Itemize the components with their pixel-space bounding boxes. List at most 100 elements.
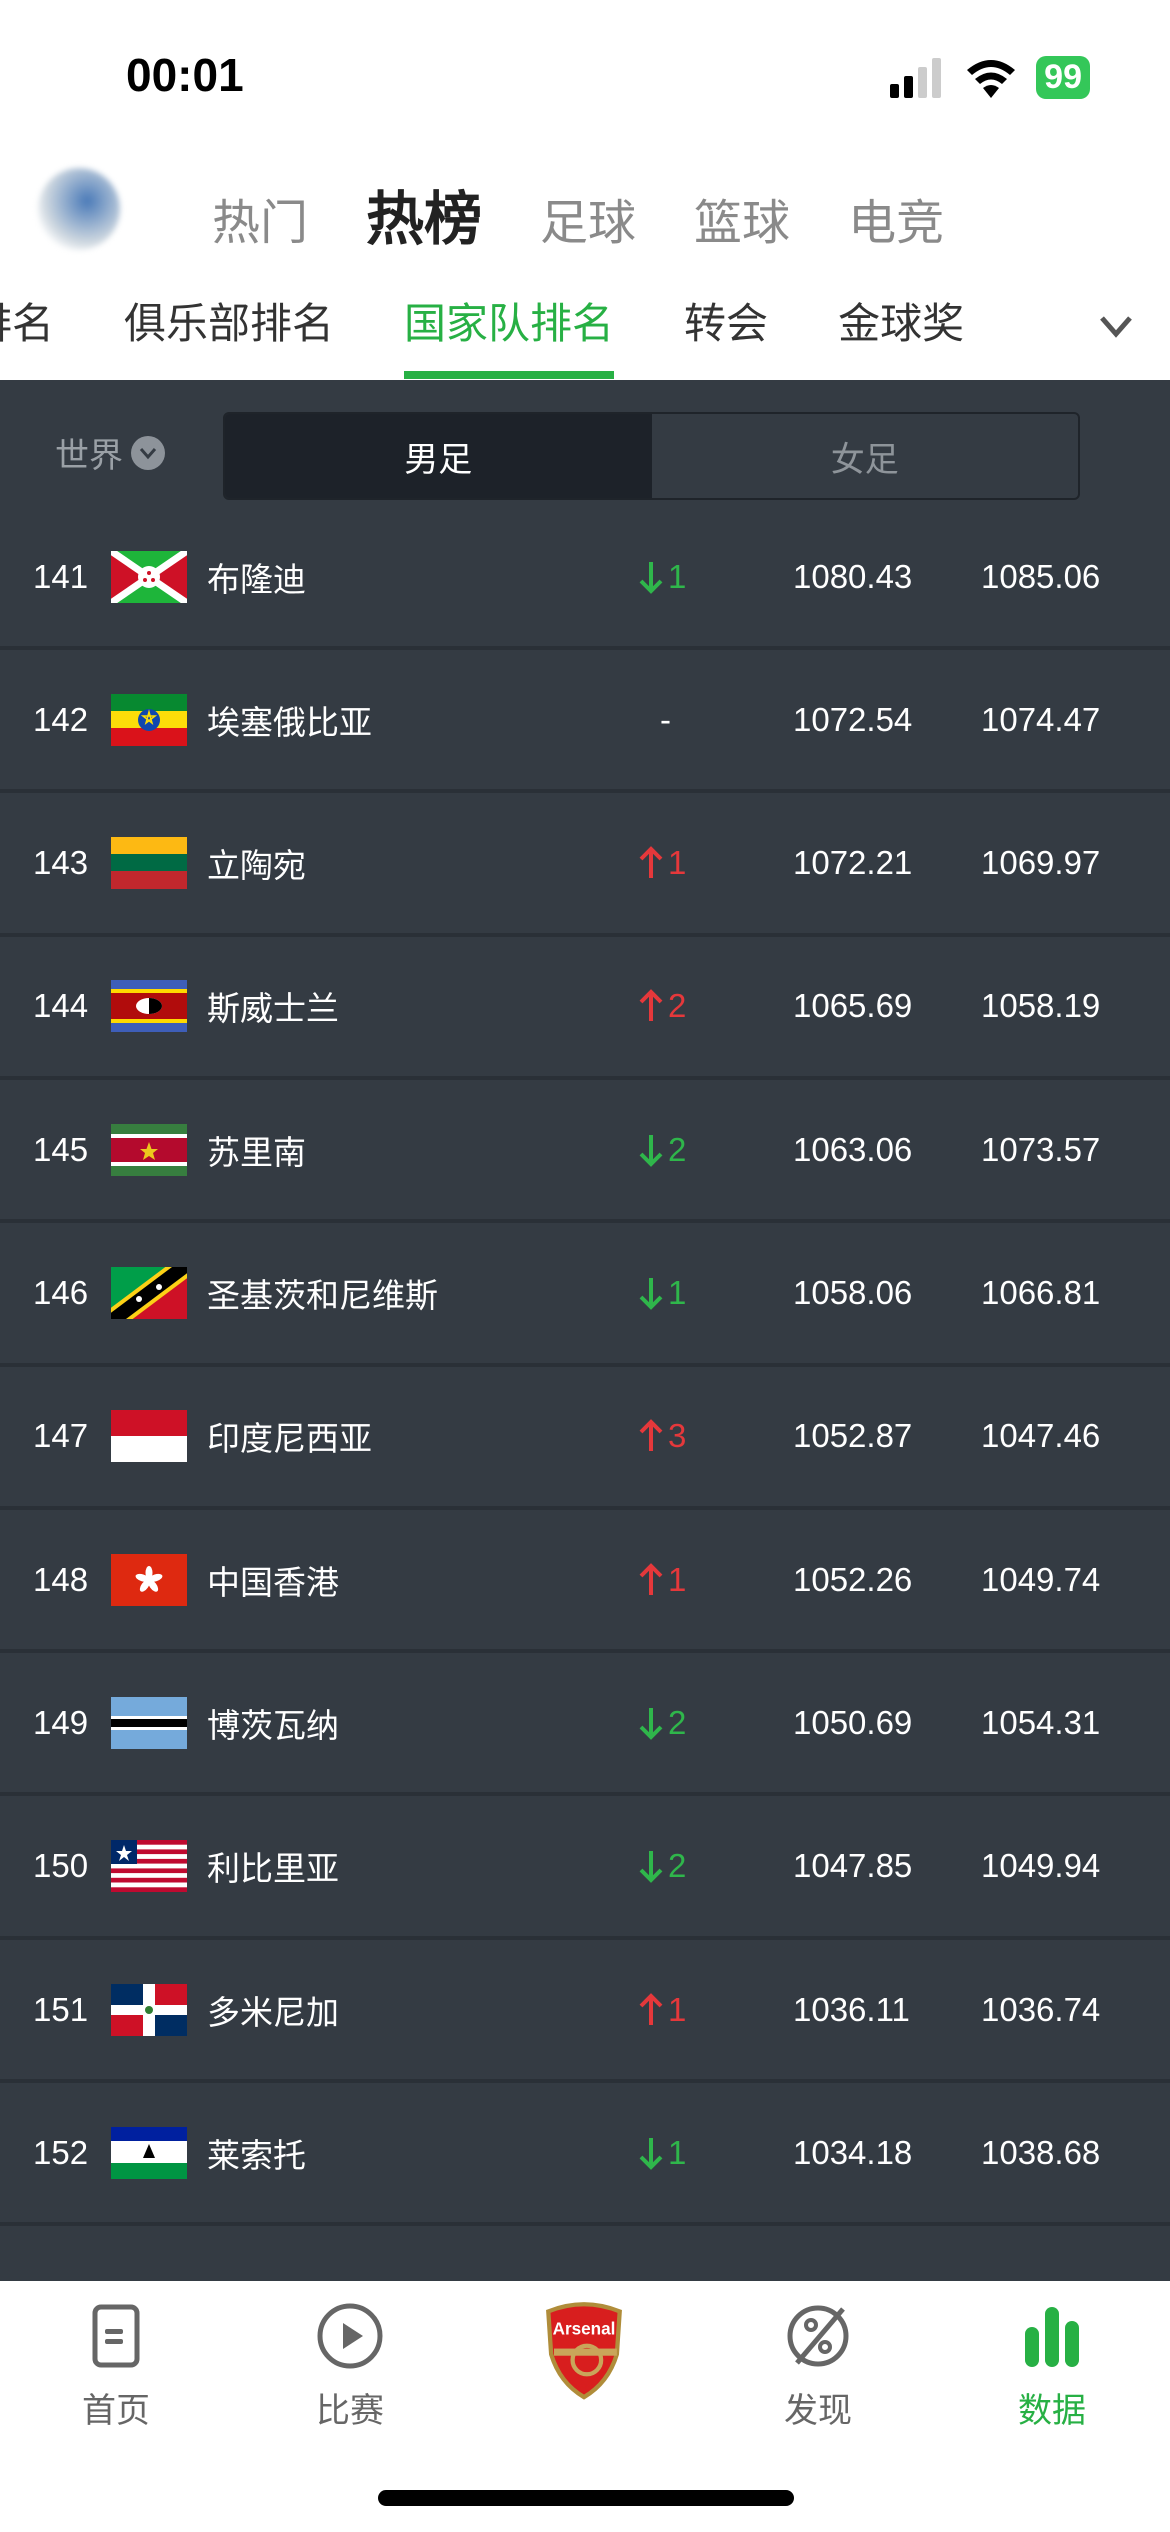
nav-item-0[interactable]: 首页 [36, 2301, 196, 2432]
points: 1058.06 [793, 1274, 913, 1311]
sub-tab-0[interactable]: 排名 [0, 299, 55, 348]
country-name[interactable]: 埃塞俄比亚 [207, 702, 372, 742]
sub-tab-4[interactable]: 金球奖 [838, 299, 965, 348]
previous-points: 1069.97 [981, 844, 1101, 882]
rank: 142 [33, 700, 89, 738]
arrow-up-icon [639, 989, 663, 1022]
suriname-flag-icon [111, 1123, 187, 1176]
rank-change: 1 [638, 1274, 686, 1312]
gender-segmented-control: 男足 女足 [223, 412, 1080, 500]
previous-points: 1047.46 [981, 1417, 1101, 1455]
table-row[interactable]: 149 博茨瓦纳 2 1050.69 1054.31 [0, 1653, 1170, 1797]
nav-item-2[interactable]: Arsenal [504, 2295, 664, 2417]
arrow-up-icon [639, 1562, 663, 1595]
avatar[interactable] [38, 168, 120, 250]
previous-points: 1058.19 [981, 987, 1101, 1025]
segment-1[interactable]: 女足 [830, 439, 899, 480]
rank-change-value: 2 [668, 1130, 687, 1168]
country-name[interactable]: 中国香港 [207, 1562, 339, 1602]
eswatini-flag-icon [111, 980, 187, 1033]
country-name[interactable]: 立陶宛 [207, 846, 306, 886]
rank-change-value: 2 [668, 1847, 687, 1885]
country-name[interactable]: 博茨瓦纳 [207, 1705, 339, 1745]
nav-item-1[interactable]: 比赛 [270, 2301, 430, 2432]
burundi-flag-icon [109, 547, 189, 606]
play-circle-icon [317, 2303, 383, 2369]
rank-change-value: 1 [668, 557, 687, 595]
country-name[interactable]: 印度尼西亚 [207, 1419, 372, 1459]
planet-icon [787, 2305, 849, 2367]
country-name[interactable]: 莱索托 [207, 2135, 306, 2175]
rank: 151 [33, 1990, 89, 2028]
table-row[interactable]: 144 斯威士兰 2 1065.69 1058.19 [0, 937, 1170, 1080]
table-row[interactable]: 147 印度尼西亚 3 1052.87 1047.46 [0, 1367, 1170, 1510]
table-row[interactable]: 152 莱索托 1 1034.18 1038.68 [0, 2083, 1170, 2227]
nav-label: 发现 [784, 2391, 852, 2431]
arrow-down-icon [639, 2137, 663, 2170]
battery-indicator: 99 [1036, 56, 1090, 99]
rank-change: 1 [638, 1561, 686, 1599]
table-row[interactable]: 145 苏里南 2 1063.06 1073.57 [0, 1080, 1170, 1224]
status-icons: 99 [890, 56, 1090, 99]
nav-label: 数据 [1018, 2391, 1086, 2431]
arrow-down-icon [639, 1134, 663, 1167]
rank: 147 [33, 1417, 89, 1455]
signal-icon [890, 57, 942, 98]
rank-change: 1 [638, 2134, 686, 2172]
country-name[interactable]: 圣基茨和尼维斯 [207, 1276, 438, 1315]
rank: 143 [33, 844, 89, 882]
rank-change-value: 1 [668, 1560, 687, 1598]
rank-change-value: - [660, 700, 671, 738]
rank-change-value: 1 [668, 844, 687, 882]
nav-label: 首页 [82, 2391, 150, 2431]
top-tab-3[interactable]: 篮球 [694, 195, 791, 251]
top-tab-2[interactable]: 足球 [540, 195, 637, 251]
rank: 146 [33, 1274, 89, 1311]
previous-points: 1038.68 [981, 2133, 1101, 2171]
table-row[interactable]: 142 埃塞俄比亚 - 1072.54 1074.47 [0, 650, 1170, 794]
country-name[interactable]: 布隆迪 [207, 559, 306, 599]
table-row[interactable]: 146 圣基茨和尼维斯 1 1058.06 1066.81 [0, 1224, 1170, 1367]
region-dropdown[interactable]: 世界 [55, 428, 165, 477]
sub-tab-2[interactable]: 国家队排名 [404, 290, 615, 379]
points: 1072.54 [793, 700, 913, 738]
nav-item-3[interactable]: 发现 [738, 2301, 898, 2432]
wifi-icon [967, 59, 1016, 98]
top-tab-0[interactable]: 热门 [212, 195, 309, 251]
top-tab-4[interactable]: 电竞 [848, 195, 945, 251]
table-row[interactable]: 141 布隆迪 1 1080.43 1085.06 [0, 507, 1170, 650]
rank-change: 2 [638, 1131, 686, 1169]
rank-change: 2 [638, 987, 686, 1025]
arrow-up-icon [639, 1992, 663, 2025]
sub-tab-3[interactable]: 转会 [684, 299, 769, 348]
rank-change: 1 [638, 844, 686, 882]
sub-tab-1[interactable]: 俱乐部排名 [124, 299, 335, 348]
rank-change-value: 2 [668, 1703, 687, 1741]
table-row[interactable]: 148 中国香港 1 1052.26 1049.74 [0, 1510, 1170, 1654]
points: 1063.06 [793, 1130, 913, 1168]
nav-item-4[interactable]: 数据 [972, 2301, 1132, 2432]
chevron-down-icon[interactable] [1098, 308, 1134, 344]
rank-change: 3 [638, 1417, 686, 1455]
sub-tabs: 排名 俱乐部排名 国家队排名 转会 金球奖 [0, 290, 964, 379]
botswana-flag-icon [111, 1696, 187, 1749]
table-row-partial[interactable] [0, 2227, 1170, 2281]
rank-change-value: 2 [668, 987, 687, 1025]
table-row[interactable]: 143 立陶宛 1 1072.21 1069.97 [0, 794, 1170, 937]
top-tab-1[interactable]: 热榜 [366, 185, 483, 253]
dominican-republic-flag-icon [111, 1983, 187, 2036]
table-row[interactable]: 151 多米尼加 1 1036.11 1036.74 [0, 1940, 1170, 2083]
segment-0[interactable]: 男足 [225, 414, 652, 498]
table-row[interactable]: 150 利比里亚 2 1047.85 1049.94 [0, 1797, 1170, 1940]
points: 1080.43 [793, 557, 913, 595]
indonesia-flag-icon [111, 1410, 187, 1463]
country-name[interactable]: 苏里南 [207, 1132, 306, 1172]
country-name[interactable]: 斯威士兰 [207, 989, 339, 1029]
country-name[interactable]: 利比里亚 [207, 1849, 339, 1889]
arrow-up-icon [639, 846, 663, 879]
arrow-down-icon [639, 561, 663, 594]
points: 1034.18 [793, 2133, 913, 2171]
previous-points: 1049.74 [981, 1560, 1101, 1598]
country-name[interactable]: 多米尼加 [207, 1992, 339, 2032]
ethiopia-flag-icon [111, 693, 187, 746]
